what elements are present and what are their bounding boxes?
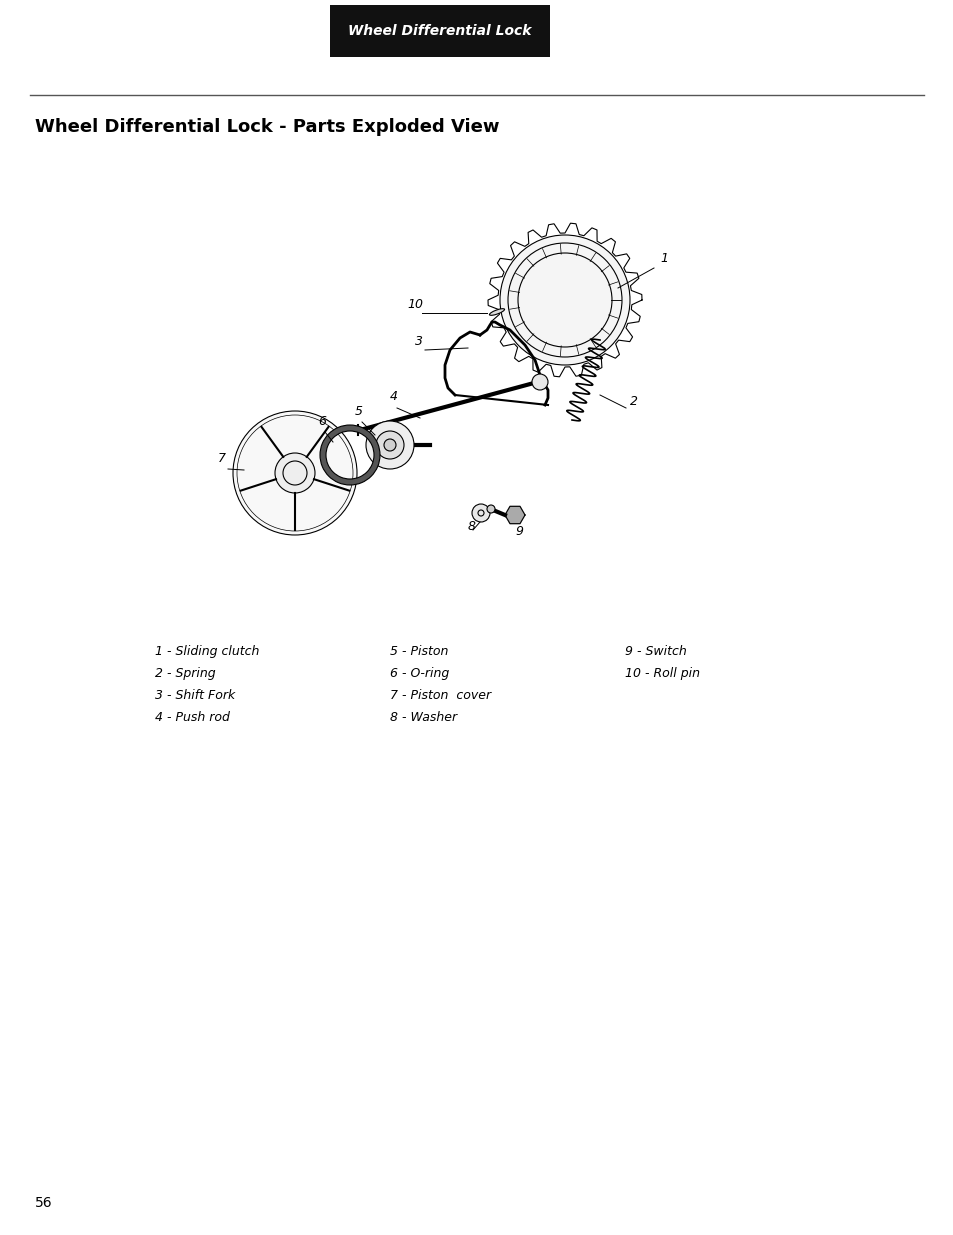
- Text: 5 - Piston: 5 - Piston: [390, 645, 448, 658]
- Ellipse shape: [384, 438, 395, 451]
- Text: 8: 8: [468, 520, 476, 534]
- Ellipse shape: [486, 505, 495, 513]
- Text: 56: 56: [35, 1195, 52, 1210]
- Text: 7: 7: [218, 452, 226, 466]
- Text: 1: 1: [659, 252, 667, 266]
- Text: 9 - Switch: 9 - Switch: [624, 645, 686, 658]
- Text: 3 - Shift Fork: 3 - Shift Fork: [154, 689, 235, 701]
- Text: Wheel Differential Lock: Wheel Differential Lock: [348, 23, 531, 38]
- Text: 1 - Sliding clutch: 1 - Sliding clutch: [154, 645, 259, 658]
- Text: 2 - Spring: 2 - Spring: [154, 667, 215, 680]
- Ellipse shape: [375, 431, 403, 459]
- Text: 4: 4: [390, 390, 397, 403]
- Text: 5: 5: [355, 405, 363, 417]
- Text: 7 - Piston  cover: 7 - Piston cover: [390, 689, 491, 701]
- Text: 10: 10: [407, 298, 422, 311]
- Ellipse shape: [532, 374, 547, 390]
- Text: 4 - Push rod: 4 - Push rod: [154, 711, 230, 724]
- Text: 6: 6: [317, 415, 326, 429]
- Polygon shape: [504, 506, 524, 524]
- Wedge shape: [319, 425, 379, 485]
- Ellipse shape: [366, 421, 414, 469]
- Bar: [330, 5, 550, 57]
- Ellipse shape: [489, 309, 504, 315]
- Text: 6 - O-ring: 6 - O-ring: [390, 667, 449, 680]
- Text: 9: 9: [515, 525, 522, 538]
- Text: Wheel Differential Lock - Parts Exploded View: Wheel Differential Lock - Parts Exploded…: [35, 119, 499, 136]
- Text: 8 - Washer: 8 - Washer: [390, 711, 456, 724]
- Ellipse shape: [499, 235, 629, 366]
- Ellipse shape: [472, 504, 490, 522]
- Text: 3: 3: [415, 335, 422, 348]
- Ellipse shape: [233, 411, 356, 535]
- Ellipse shape: [274, 453, 314, 493]
- Text: 2: 2: [629, 395, 638, 408]
- Text: 10 - Roll pin: 10 - Roll pin: [624, 667, 700, 680]
